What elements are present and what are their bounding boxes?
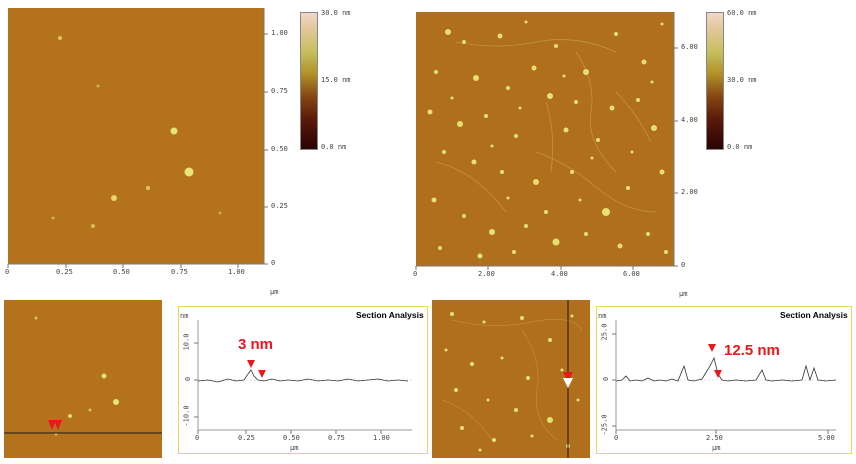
section-2-x-tick-2: 5.00: [818, 434, 835, 442]
section-1-y-tick-0: 10.0: [182, 333, 191, 351]
x-tick-1-1: 0.25: [56, 268, 73, 276]
afm-thumbnail-1: [4, 300, 162, 458]
afm-image-1-axes: [7, 8, 268, 268]
section-2-x-unit: µm: [712, 444, 721, 452]
section-1-y-tick-2: -10.0: [182, 405, 191, 427]
colorbar-1-min: 0.0 nm: [321, 143, 347, 151]
section-analysis-title-1: Section Analysis: [356, 310, 424, 320]
section-1-x-tick-2: 0.50: [283, 434, 300, 442]
section-analysis-title-2: Section Analysis: [780, 310, 848, 320]
x-tick-1-0: 0: [5, 268, 10, 276]
colorbar-1: [300, 12, 318, 150]
x-tick-1-3: 0.75: [171, 268, 188, 276]
afm-thumbnail-2-overlay: [441, 300, 583, 458]
y-tick-2-0: 6.00: [681, 43, 698, 51]
section-2-x-tick-1: 2.50: [706, 434, 723, 442]
y-tick-1-4: 0: [271, 259, 276, 267]
section-1-y-tick-1: 0: [184, 376, 193, 382]
x-tick-2-2: 4.00: [551, 270, 568, 278]
section-2-y-unit: nm: [598, 312, 607, 320]
y-tick-1-2: 0.50: [271, 145, 288, 153]
afm-image-2-particles: [427, 20, 668, 259]
x-unit-1: µm: [270, 288, 279, 296]
afm-thumbnail-2: [432, 300, 590, 458]
section-1-plot: [194, 320, 412, 434]
section-1-y-unit: nm: [180, 312, 189, 320]
colorbar-1-mid: 15.0 nm: [321, 76, 351, 84]
section-1-x-tick-0: 0: [195, 434, 200, 442]
y-tick-2-1: 4.00: [681, 116, 698, 124]
y-tick-2-2: 2.00: [681, 188, 698, 196]
section-2-y-tick-0: 25.0: [600, 323, 609, 341]
x-tick-1-4: 1.00: [228, 268, 245, 276]
section-1-annotation: 3 nm: [238, 336, 274, 353]
section-2-annotation: 12.5 nm: [724, 342, 780, 359]
section-1-x-tick-1: 0.25: [238, 434, 255, 442]
afm-image-1-particles: [51, 36, 222, 228]
x-tick-2-1: 2.00: [478, 270, 495, 278]
section-1-x-tick-3: 0.75: [328, 434, 345, 442]
afm-image-2-axes: [415, 12, 678, 270]
colorbar-2: [706, 12, 724, 150]
afm-thumbnail-1-overlay: [4, 316, 162, 436]
afm-image-1: [8, 8, 264, 264]
y-tick-1-0: 1.00: [271, 29, 288, 37]
x-unit-2: µm: [679, 290, 688, 298]
section-2-y-tick-2: -25.0: [600, 414, 609, 436]
section-1-x-tick-4: 1.00: [373, 434, 390, 442]
x-tick-2-3: 6.00: [623, 270, 640, 278]
section-2-y-tick-1: 0: [602, 376, 611, 382]
colorbar-1-max: 30.0 nm: [321, 9, 351, 17]
y-tick-1-1: 0.75: [271, 87, 288, 95]
section-1-x-unit: µm: [290, 444, 299, 452]
colorbar-2-min: 0.0 nm: [727, 143, 753, 151]
colorbar-2-max: 60.0 nm: [727, 9, 757, 17]
x-tick-1-2: 0.50: [113, 268, 130, 276]
section-2-plot: [612, 320, 837, 434]
section-2-x-tick-0: 0: [614, 434, 619, 442]
afm-image-2: [416, 12, 674, 266]
y-tick-2-3: 0: [681, 261, 686, 269]
y-tick-1-3: 0.25: [271, 202, 288, 210]
x-tick-2-0: 0: [413, 270, 418, 278]
colorbar-2-mid: 30.0 nm: [727, 76, 757, 84]
